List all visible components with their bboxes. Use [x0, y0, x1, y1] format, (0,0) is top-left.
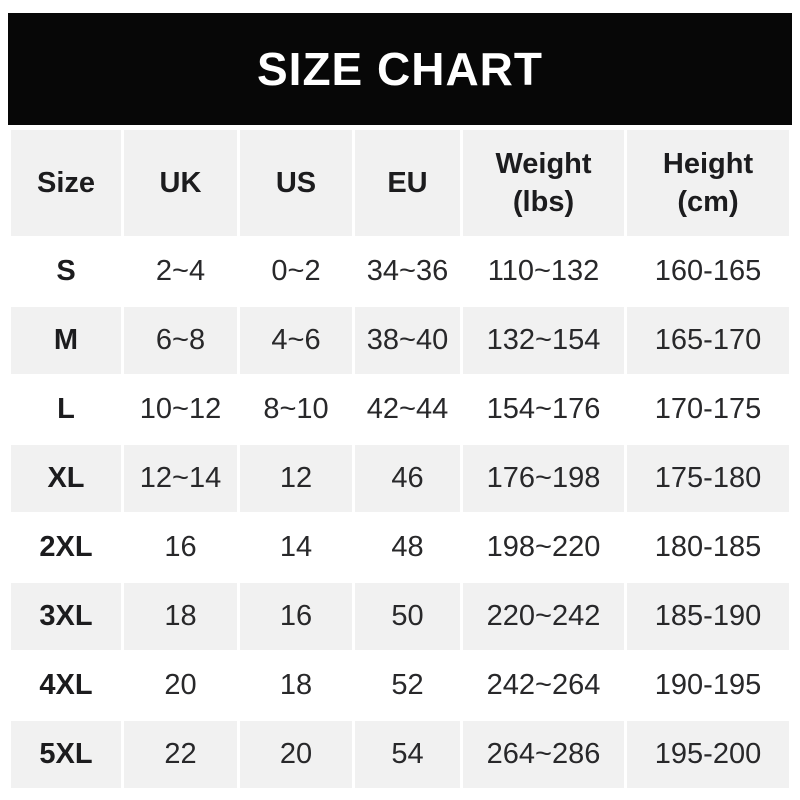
cell-uk: 12~14: [124, 445, 237, 512]
cell-uk: 16: [124, 514, 237, 581]
column-header-weight-unit: (lbs): [512, 186, 575, 218]
cell-height: 195-200: [627, 721, 789, 788]
cell-weight: 264~286: [463, 721, 624, 788]
cell-size: S: [11, 238, 121, 305]
column-header-eu: EU: [355, 130, 460, 236]
column-header-height-label: Height: [662, 148, 754, 180]
cell-height: 185-190: [627, 583, 789, 650]
cell-eu: 34~36: [355, 238, 460, 305]
cell-weight: 154~176: [463, 376, 624, 443]
cell-height: 180-185: [627, 514, 789, 581]
cell-size: 5XL: [11, 721, 121, 788]
cell-weight: 220~242: [463, 583, 624, 650]
page-title: SIZE CHART: [257, 43, 543, 95]
cell-uk: 2~4: [124, 238, 237, 305]
table-row-5xl: 5XL 22 20 54 264~286 195-200: [11, 721, 789, 788]
cell-uk: 20: [124, 652, 237, 719]
table-row-4xl: 4XL 20 18 52 242~264 190-195: [11, 652, 789, 719]
cell-height: 175-180: [627, 445, 789, 512]
column-header-size: Size: [11, 130, 121, 236]
cell-uk: 22: [124, 721, 237, 788]
table-row-2xl: 2XL 16 14 48 198~220 180-185: [11, 514, 789, 581]
column-header-eu-label: EU: [387, 167, 428, 199]
cell-us: 8~10: [240, 376, 352, 443]
cell-weight: 176~198: [463, 445, 624, 512]
header-row: Size UK US EU Weight (lbs) Height (cm): [11, 130, 789, 236]
cell-uk: 18: [124, 583, 237, 650]
cell-us: 0~2: [240, 238, 352, 305]
cell-size: 4XL: [11, 652, 121, 719]
cell-us: 16: [240, 583, 352, 650]
cell-uk: 6~8: [124, 307, 237, 374]
table-row-3xl: 3XL 18 16 50 220~242 185-190: [11, 583, 789, 650]
cell-eu: 54: [355, 721, 460, 788]
column-header-weight: Weight (lbs): [463, 130, 624, 236]
cell-weight: 242~264: [463, 652, 624, 719]
cell-size: M: [11, 307, 121, 374]
cell-us: 12: [240, 445, 352, 512]
cell-eu: 38~40: [355, 307, 460, 374]
cell-size: 3XL: [11, 583, 121, 650]
cell-us: 20: [240, 721, 352, 788]
column-header-height: Height (cm): [627, 130, 789, 236]
table-row-l: L 10~12 8~10 42~44 154~176 170-175: [11, 376, 789, 443]
table-row-s: S 2~4 0~2 34~36 110~132 160-165: [11, 238, 789, 305]
cell-eu: 48: [355, 514, 460, 581]
cell-size: L: [11, 376, 121, 443]
table-row-m: M 6~8 4~6 38~40 132~154 165-170: [11, 307, 789, 374]
cell-weight: 110~132: [463, 238, 624, 305]
cell-eu: 42~44: [355, 376, 460, 443]
column-header-uk: UK: [124, 130, 237, 236]
cell-size: XL: [11, 445, 121, 512]
column-header-uk-label: UK: [159, 167, 202, 199]
cell-uk: 10~12: [124, 376, 237, 443]
cell-eu: 46: [355, 445, 460, 512]
cell-us: 14: [240, 514, 352, 581]
column-header-us: US: [240, 130, 352, 236]
size-chart-table: Size UK US EU Weight (lbs) Height (cm): [8, 128, 792, 790]
cell-height: 190-195: [627, 652, 789, 719]
column-header-height-unit: (cm): [677, 186, 739, 218]
cell-us: 4~6: [240, 307, 352, 374]
cell-size: 2XL: [11, 514, 121, 581]
cell-eu: 50: [355, 583, 460, 650]
cell-eu: 52: [355, 652, 460, 719]
cell-height: 165-170: [627, 307, 789, 374]
cell-height: 160-165: [627, 238, 789, 305]
table-row-xl: XL 12~14 12 46 176~198 175-180: [11, 445, 789, 512]
cell-height: 170-175: [627, 376, 789, 443]
cell-weight: 132~154: [463, 307, 624, 374]
column-header-weight-label: Weight: [495, 148, 592, 180]
cell-us: 18: [240, 652, 352, 719]
column-header-us-label: US: [275, 167, 317, 199]
cell-weight: 198~220: [463, 514, 624, 581]
size-chart-banner: SIZE CHART: [8, 13, 792, 125]
column-header-size-label: Size: [36, 167, 96, 199]
